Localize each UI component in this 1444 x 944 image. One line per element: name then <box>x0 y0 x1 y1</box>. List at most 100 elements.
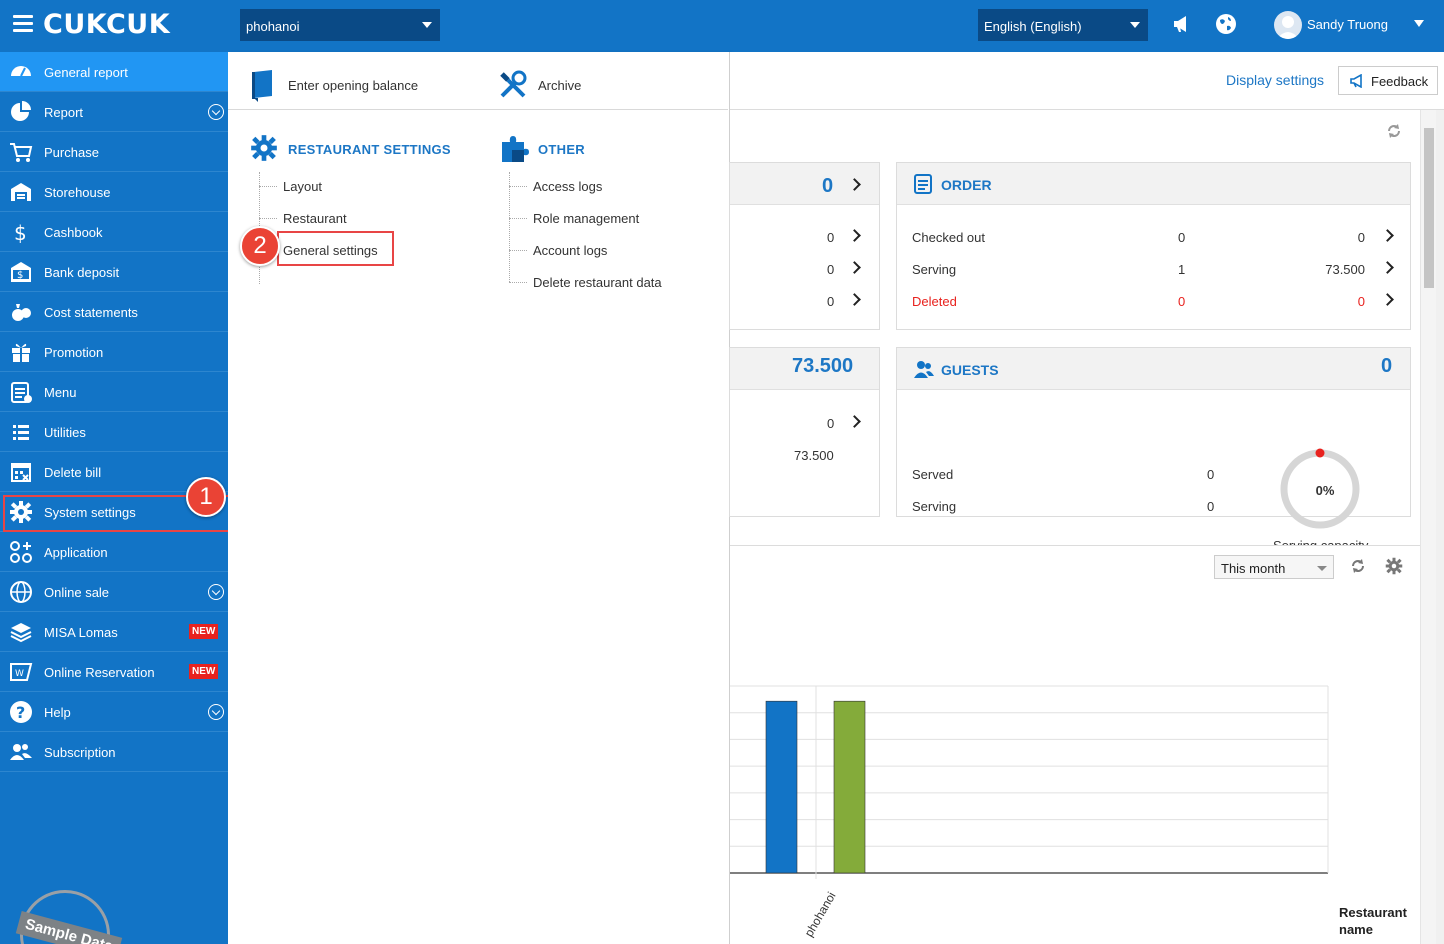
step2-highlight <box>277 231 394 266</box>
sidebar-item-help[interactable]: ? Help <box>0 692 228 732</box>
enter-opening-balance-label: Enter opening balance <box>288 78 419 93</box>
user-name[interactable]: Sandy Truong <box>1307 17 1388 32</box>
globe-icon[interactable] <box>1215 13 1237 35</box>
arrow-right-icon[interactable] <box>848 261 861 274</box>
main-header: Display settings Feedback <box>730 52 1444 110</box>
arrow-right-icon[interactable] <box>848 415 861 428</box>
delete-restaurant-data-link[interactable]: Delete restaurant data <box>533 275 662 290</box>
chart-x-axis-label: Restaurant name <box>1339 905 1407 937</box>
restaurant-link[interactable]: Restaurant <box>283 211 347 226</box>
feedback-button[interactable]: Feedback <box>1338 66 1438 95</box>
left-summary-card: 0 0 0 0 <box>729 162 880 330</box>
dollar-icon: $ <box>14 221 27 244</box>
branch-select-value: phohanoi <box>246 19 300 34</box>
chart-bar[interactable] <box>833 700 866 874</box>
sidebar-item-storehouse[interactable]: Storehouse <box>0 172 228 212</box>
sidebar-item-label: Bank deposit <box>44 265 120 280</box>
layout-link[interactable]: Layout <box>283 179 323 194</box>
display-settings-link[interactable]: Display settings <box>1226 72 1325 88</box>
sidebar-item-online-reservation[interactable]: W Online Reservation NEW <box>0 652 228 692</box>
arrow-right-icon[interactable] <box>1381 293 1394 306</box>
language-select[interactable]: English (English) <box>978 9 1148 41</box>
refresh-icon[interactable] <box>1386 123 1402 139</box>
sidebar-item-label: Purchase <box>44 145 99 160</box>
tree-tick <box>259 186 277 187</box>
app-logo[interactable]: CUKCUK <box>43 9 171 40</box>
layers-icon <box>10 623 32 643</box>
left-card-value: 73.500 <box>794 448 834 463</box>
sidebar-item-label: System settings <box>44 505 136 520</box>
user-menu-caret-icon[interactable] <box>1414 20 1424 27</box>
chart-bar[interactable] <box>765 700 798 874</box>
svg-text:$: $ <box>14 221 27 244</box>
arrow-right-icon[interactable] <box>848 293 861 306</box>
guests-row-value: 0 <box>1207 499 1215 514</box>
sidebar-item-label: Online Reservation <box>44 665 155 680</box>
guests-card-title: GUESTS <box>941 362 999 378</box>
sidebar-item-cost-statements[interactable]: Cost statements <box>0 292 228 332</box>
user-avatar[interactable] <box>1274 11 1302 39</box>
step2-badge: 2 <box>240 226 280 266</box>
capacity-percent: 0% <box>1315 483 1335 498</box>
general-settings-link[interactable]: General settings <box>283 243 378 258</box>
arrow-right-icon[interactable] <box>1381 261 1394 274</box>
top-bar: CUKCUK phohanoi English (English) Sandy … <box>0 0 1444 52</box>
menu-icon <box>11 382 32 403</box>
main-content: Display settings Feedback 0 0 0 0 ORDER … <box>729 52 1444 944</box>
sidebar-item-bank-deposit[interactable]: $ Bank deposit <box>0 252 228 292</box>
reservation-icon: W <box>10 663 33 681</box>
revenue-chart: phohanoi <box>730 685 1329 940</box>
order-row-count: 1 <box>1178 262 1186 277</box>
sidebar-item-delete-bill[interactable]: Delete bill <box>0 452 228 492</box>
megaphone-icon[interactable] <box>1171 13 1193 35</box>
refresh-icon[interactable] <box>1350 558 1366 574</box>
step1-badge: 1 <box>186 477 226 517</box>
chevron-down-icon[interactable] <box>208 584 224 600</box>
tree-tick <box>259 218 277 219</box>
sidebar-item-label: Delete bill <box>44 465 102 480</box>
sidebar-item-cashbook[interactable]: $ Cashbook <box>0 212 228 252</box>
scrollbar-thumb[interactable] <box>1424 128 1434 288</box>
sidebar-item-label: Utilities <box>44 425 86 440</box>
sidebar-item-menu[interactable]: Menu <box>0 372 228 412</box>
caret-down-icon <box>1317 566 1327 571</box>
archive-label: Archive <box>538 78 582 93</box>
branch-select[interactable]: phohanoi <box>240 9 440 41</box>
sidebar-item-utilities[interactable]: Utilities <box>0 412 228 452</box>
role-management-link[interactable]: Role management <box>533 211 640 226</box>
cart-icon <box>10 143 33 162</box>
hamburger-menu-icon[interactable] <box>13 15 33 33</box>
sidebar-item-label: Promotion <box>44 345 104 360</box>
account-logs-link[interactable]: Account logs <box>533 243 608 258</box>
sidebar-item-application[interactable]: Application <box>0 532 228 572</box>
card-header <box>730 163 879 205</box>
sidebar-item-report[interactable]: Report <box>0 92 228 132</box>
arrow-right-icon[interactable] <box>848 229 861 242</box>
main-scrollbar[interactable] <box>1420 110 1436 944</box>
tools-icon <box>500 70 527 98</box>
arrow-right-icon[interactable] <box>1381 229 1394 242</box>
chevron-down-icon[interactable] <box>208 104 224 120</box>
sidebar-item-general-report[interactable]: General report <box>0 52 228 92</box>
gear-icon <box>10 501 32 523</box>
sidebar-item-purchase[interactable]: Purchase <box>0 132 228 172</box>
x-tick-label: phohanoi <box>802 890 839 940</box>
gear-icon[interactable] <box>1385 557 1403 575</box>
left-card-total: 0 <box>822 175 834 197</box>
access-logs-link[interactable]: Access logs <box>533 179 603 194</box>
sidebar-item-online-sale[interactable]: Online sale <box>0 572 228 612</box>
gift-icon <box>12 343 30 362</box>
sidebar-item-subscription[interactable]: Subscription <box>0 732 228 772</box>
sidebar-item-misa-lomas[interactable]: MISA Lomas NEW <box>0 612 228 652</box>
order-row-amount: 73.500 <box>1325 262 1365 277</box>
period-select-value: This month <box>1221 561 1286 576</box>
puzzle-icon <box>502 136 529 162</box>
language-select-value: English (English) <box>984 19 1082 34</box>
period-select[interactable]: This month <box>1214 555 1334 579</box>
chevron-down-icon[interactable] <box>208 704 224 720</box>
left-card-value: 0 <box>827 294 835 309</box>
caret-down-icon <box>1130 22 1140 28</box>
sidebar-item-promotion[interactable]: Promotion <box>0 332 228 372</box>
sidebar-item-label: MISA Lomas <box>44 625 118 640</box>
guests-total: 0 <box>1381 355 1393 377</box>
